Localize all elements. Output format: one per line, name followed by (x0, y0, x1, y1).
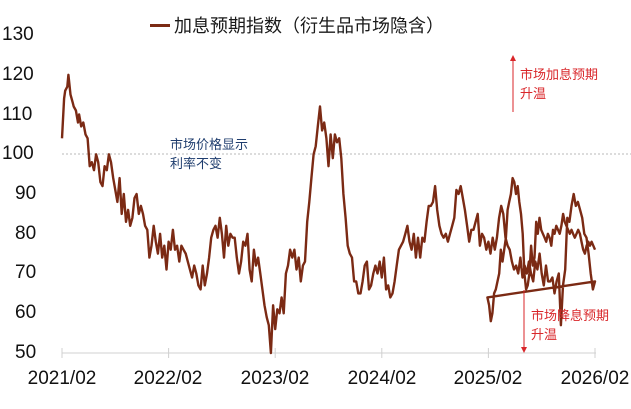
y-tick: 50 (15, 342, 37, 363)
cut-annotation: 市场降息预期 升温 (531, 307, 609, 345)
neutral-annotation: 市场价格显示 利率不变 (170, 136, 248, 174)
hike-annotation-line1: 市场加息预期 (520, 68, 599, 83)
rate-hike-expectation-line (60, 73, 597, 355)
y-tick: 80 (15, 223, 37, 244)
x-tick: 2021/02 (27, 368, 97, 389)
x-tick: 2022/02 (133, 368, 203, 389)
y-tick: 110 (2, 104, 33, 125)
x-axis-ticks (61, 348, 596, 358)
y-tick: 100 (2, 143, 34, 164)
up-arrow-icon (510, 55, 516, 61)
neutral-annotation-line1: 市场价格显示 (170, 138, 249, 153)
y-tick: 90 (15, 183, 37, 204)
cut-annotation-line2: 升温 (531, 328, 558, 343)
cut-annotation-line1: 市场降息预期 (531, 309, 610, 324)
neutral-annotation-line2: 利率不变 (170, 157, 223, 172)
y-tick: 60 (15, 302, 37, 323)
hike-annotation-line2: 升温 (520, 87, 547, 102)
x-tick: 2026/02 (560, 368, 630, 389)
y-tick: 120 (2, 64, 34, 85)
down-arrow-icon (521, 347, 527, 353)
y-tick: 130 (2, 24, 34, 45)
y-tick: 70 (15, 262, 37, 283)
legend-label: 加息预期指数（衍生品市场隐含） (174, 16, 444, 37)
hike-annotation: 市场加息预期 升温 (520, 66, 598, 104)
chart-legend-title: 加息预期指数（衍生品市场隐含） (150, 12, 444, 38)
x-tick: 2023/02 (240, 368, 310, 389)
x-tick: 2025/02 (453, 368, 523, 389)
legend-line-swatch (150, 23, 170, 27)
x-tick: 2024/02 (347, 368, 417, 389)
